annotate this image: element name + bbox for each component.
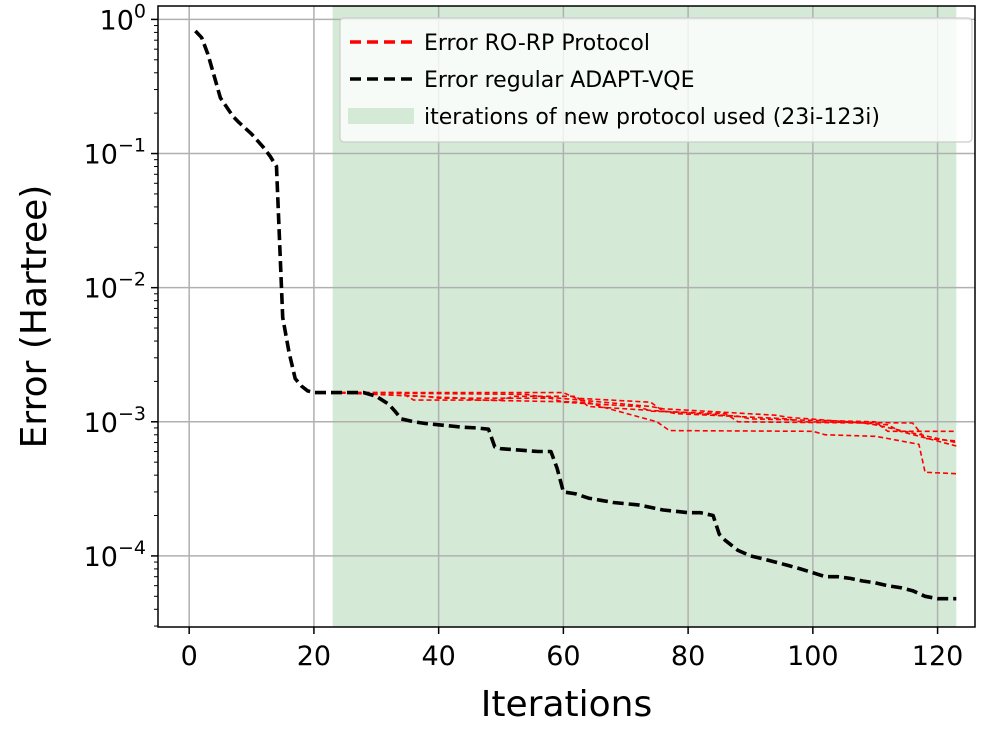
x-tick-label: 20 — [297, 641, 331, 672]
x-tick-label: 120 — [912, 641, 964, 672]
legend-swatch — [348, 108, 414, 124]
x-tick-label: 60 — [546, 641, 580, 672]
legend-label: Error regular ADAPT-VQE — [424, 68, 695, 93]
series-line-ro-rp-5 — [332, 391, 957, 447]
series-line-ro-rp-2 — [332, 391, 957, 442]
x-tick-label: 100 — [787, 641, 839, 672]
y-tick-label: 10−2 — [84, 269, 146, 305]
y-tick-label: 10−3 — [84, 403, 146, 439]
x-axis-label: Iterations — [481, 684, 652, 725]
plot-frame — [157, 5, 976, 628]
ticks-layer: 0 20 40 60 80 100 120 100 10−1 10−2 10−3 10−4 — [84, 0, 964, 672]
legend-box — [339, 17, 973, 143]
y-tick-label: 100 — [100, 0, 146, 36]
legend: Error RO-RP Protocol Error regular ADAPT-… — [339, 17, 973, 143]
legend-label: Error RO-RP Protocol — [424, 31, 650, 56]
x-tick-label: 0 — [181, 641, 198, 672]
series-layer — [194, 29, 957, 601]
series-line-ro-rp-4 — [332, 391, 957, 475]
y-tick-label: 10−1 — [84, 135, 146, 171]
series-line-ro-rp-3 — [332, 391, 957, 444]
y-axis-label: Error (Hartree) — [14, 185, 55, 449]
x-tick-label: 80 — [671, 641, 705, 672]
y-tick-label: 10−4 — [84, 537, 146, 573]
legend-label: iterations of new protocol used (23i-123… — [424, 105, 880, 130]
x-tick-label: 40 — [421, 641, 455, 672]
series-line-regular-adapt-vqe — [194, 29, 957, 601]
